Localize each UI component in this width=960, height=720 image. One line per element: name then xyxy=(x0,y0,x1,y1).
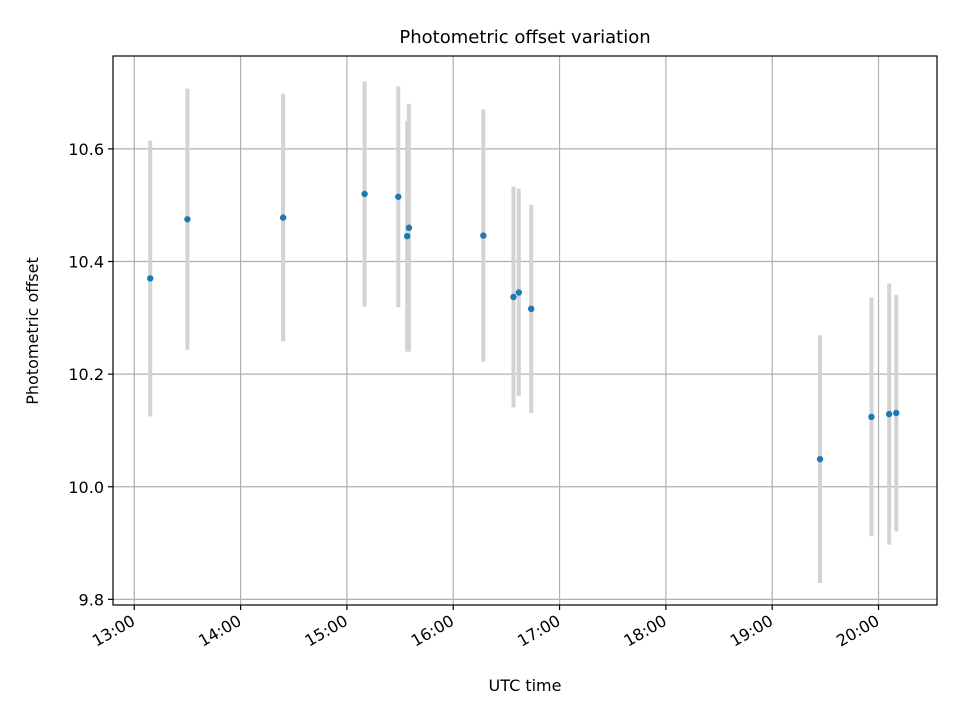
y-tick-label: 10.2 xyxy=(68,365,104,384)
data-point xyxy=(361,190,368,198)
data-point xyxy=(184,216,191,223)
plot-frame xyxy=(112,55,938,606)
data-point xyxy=(510,293,517,301)
data-point xyxy=(893,409,900,417)
data-point xyxy=(480,232,487,239)
point-layer xyxy=(147,190,900,463)
y-tick-label: 10.0 xyxy=(68,478,104,497)
data-point xyxy=(147,275,154,282)
data-point xyxy=(395,193,402,200)
data-point xyxy=(279,214,287,221)
data-point xyxy=(816,455,824,463)
y-tick-label: 9.8 xyxy=(79,590,104,609)
chart-title: Photometric offset variation xyxy=(399,27,650,48)
data-point xyxy=(405,224,413,231)
data-point xyxy=(515,289,522,296)
data-point xyxy=(868,413,875,421)
data-point xyxy=(403,232,411,240)
grid-layer xyxy=(113,56,937,605)
data-point xyxy=(885,410,893,418)
y-tick-label: 10.6 xyxy=(68,140,104,159)
x-axis-title: UTC time xyxy=(489,676,562,695)
y-axis-title: Photometric offset xyxy=(23,257,42,405)
data-point xyxy=(528,305,535,313)
y-tick-label: 10.4 xyxy=(68,253,104,272)
